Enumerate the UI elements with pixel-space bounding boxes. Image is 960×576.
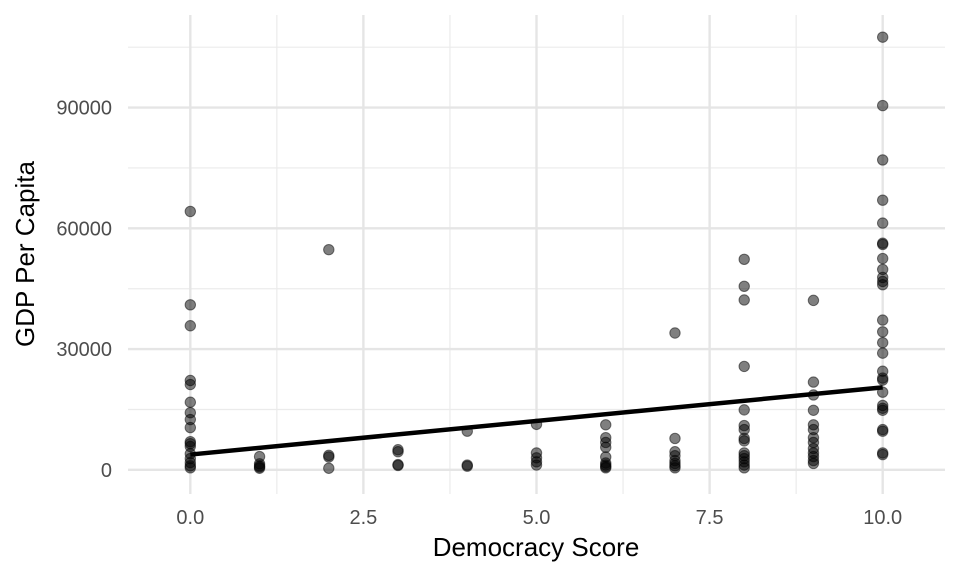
data-point [876,336,889,349]
data-point [669,327,681,339]
data-point [184,462,197,474]
data-points [184,31,889,474]
x-axis-ticks: 0.0 2.5 5.0 7.5 10.0 [176,507,902,529]
data-point [669,432,681,445]
data-point [807,376,820,388]
data-point [876,99,889,112]
data-point [876,425,889,437]
data-point [738,360,750,373]
data-point [876,347,889,359]
x-tick-label: 5.0 [523,507,551,529]
data-point [600,462,612,474]
data-point [323,462,335,474]
data-point [876,326,889,338]
data-point [738,253,750,266]
data-point [600,441,612,454]
y-tick-label: 60000 [56,218,112,240]
data-point [876,278,889,291]
y-tick-label: 0 [101,460,112,482]
data-point [669,462,681,474]
data-point [184,421,197,434]
data-point [876,314,889,326]
x-tick-label: 0.0 [176,507,204,529]
data-point [323,243,335,256]
data-point [807,457,820,470]
data-point [876,374,889,386]
data-point [876,238,889,251]
y-tick-label: 90000 [56,98,112,120]
data-point [184,378,197,391]
data-point [600,419,612,431]
data-point [876,217,889,229]
y-tick-label: 30000 [56,339,112,361]
data-point [738,435,750,447]
data-point [392,459,404,472]
data-point [738,294,750,306]
data-point [253,462,266,474]
x-axis-title: Democracy Score [433,532,640,562]
x-tick-label: 2.5 [350,507,378,529]
data-point [530,459,543,471]
data-point [184,299,197,311]
data-point [876,154,889,166]
data-point [392,446,404,458]
data-point [184,396,197,408]
data-point [461,460,473,472]
data-point [738,462,750,474]
data-point [807,294,820,307]
data-point [807,404,820,416]
y-axis-title: GDP Per Capita [10,160,40,346]
data-point [876,404,889,416]
data-point [738,280,750,292]
trend-line-layer [190,385,883,457]
data-point [876,31,889,43]
data-point [323,451,335,463]
data-point [876,448,889,461]
y-axis-ticks: 0 30000 60000 90000 [56,98,112,482]
data-point [184,205,197,218]
data-point [738,404,750,416]
data-point [876,194,889,206]
trend-line [190,385,883,457]
data-point [876,252,889,265]
x-tick-label: 10.0 [863,507,902,529]
data-point [184,320,197,332]
x-tick-label: 7.5 [696,507,724,529]
